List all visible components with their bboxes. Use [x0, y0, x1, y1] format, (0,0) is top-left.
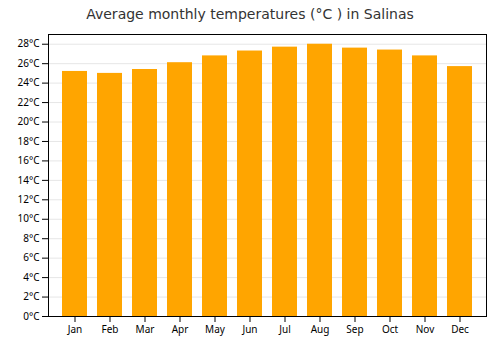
svg-text:12°C: 12°C	[17, 192, 40, 206]
svg-text:16°C: 16°C	[17, 153, 40, 167]
svg-text:Jul: Jul	[278, 322, 291, 336]
svg-text:Aug: Aug	[311, 322, 330, 336]
svg-text:Apr: Apr	[172, 322, 189, 336]
svg-text:14°C: 14°C	[17, 173, 40, 187]
svg-text:8°C: 8°C	[23, 231, 40, 245]
svg-text:0°C: 0°C	[23, 309, 40, 323]
svg-text:2°C: 2°C	[23, 289, 40, 303]
svg-text:24°C: 24°C	[17, 75, 40, 89]
svg-text:18°C: 18°C	[17, 134, 40, 148]
svg-text:Oct: Oct	[382, 322, 399, 336]
svg-text:22°C: 22°C	[17, 95, 40, 109]
html-text:Average monthly temperatures (: Average monthly temperatures (°C ) in Sa…	[86, 6, 414, 22]
svg-text:May: May	[205, 322, 226, 336]
svg-text:Jan: Jan	[67, 322, 83, 336]
svg-text:26°C: 26°C	[17, 56, 40, 70]
svg-text:20°C: 20°C	[17, 114, 40, 128]
svg-text:Sep: Sep	[346, 322, 363, 336]
svg-text:Feb: Feb	[102, 322, 119, 336]
svg-text:Jun: Jun	[241, 322, 257, 336]
svg-text:Dec: Dec	[451, 322, 469, 336]
svg-text:10°C: 10°C	[17, 211, 40, 225]
svg-text:Mar: Mar	[136, 322, 155, 336]
svg-text:28°C: 28°C	[17, 36, 40, 50]
svg-text:Nov: Nov	[416, 322, 435, 336]
svg-text:4°C: 4°C	[23, 270, 40, 284]
svg-text:6°C: 6°C	[23, 250, 40, 264]
